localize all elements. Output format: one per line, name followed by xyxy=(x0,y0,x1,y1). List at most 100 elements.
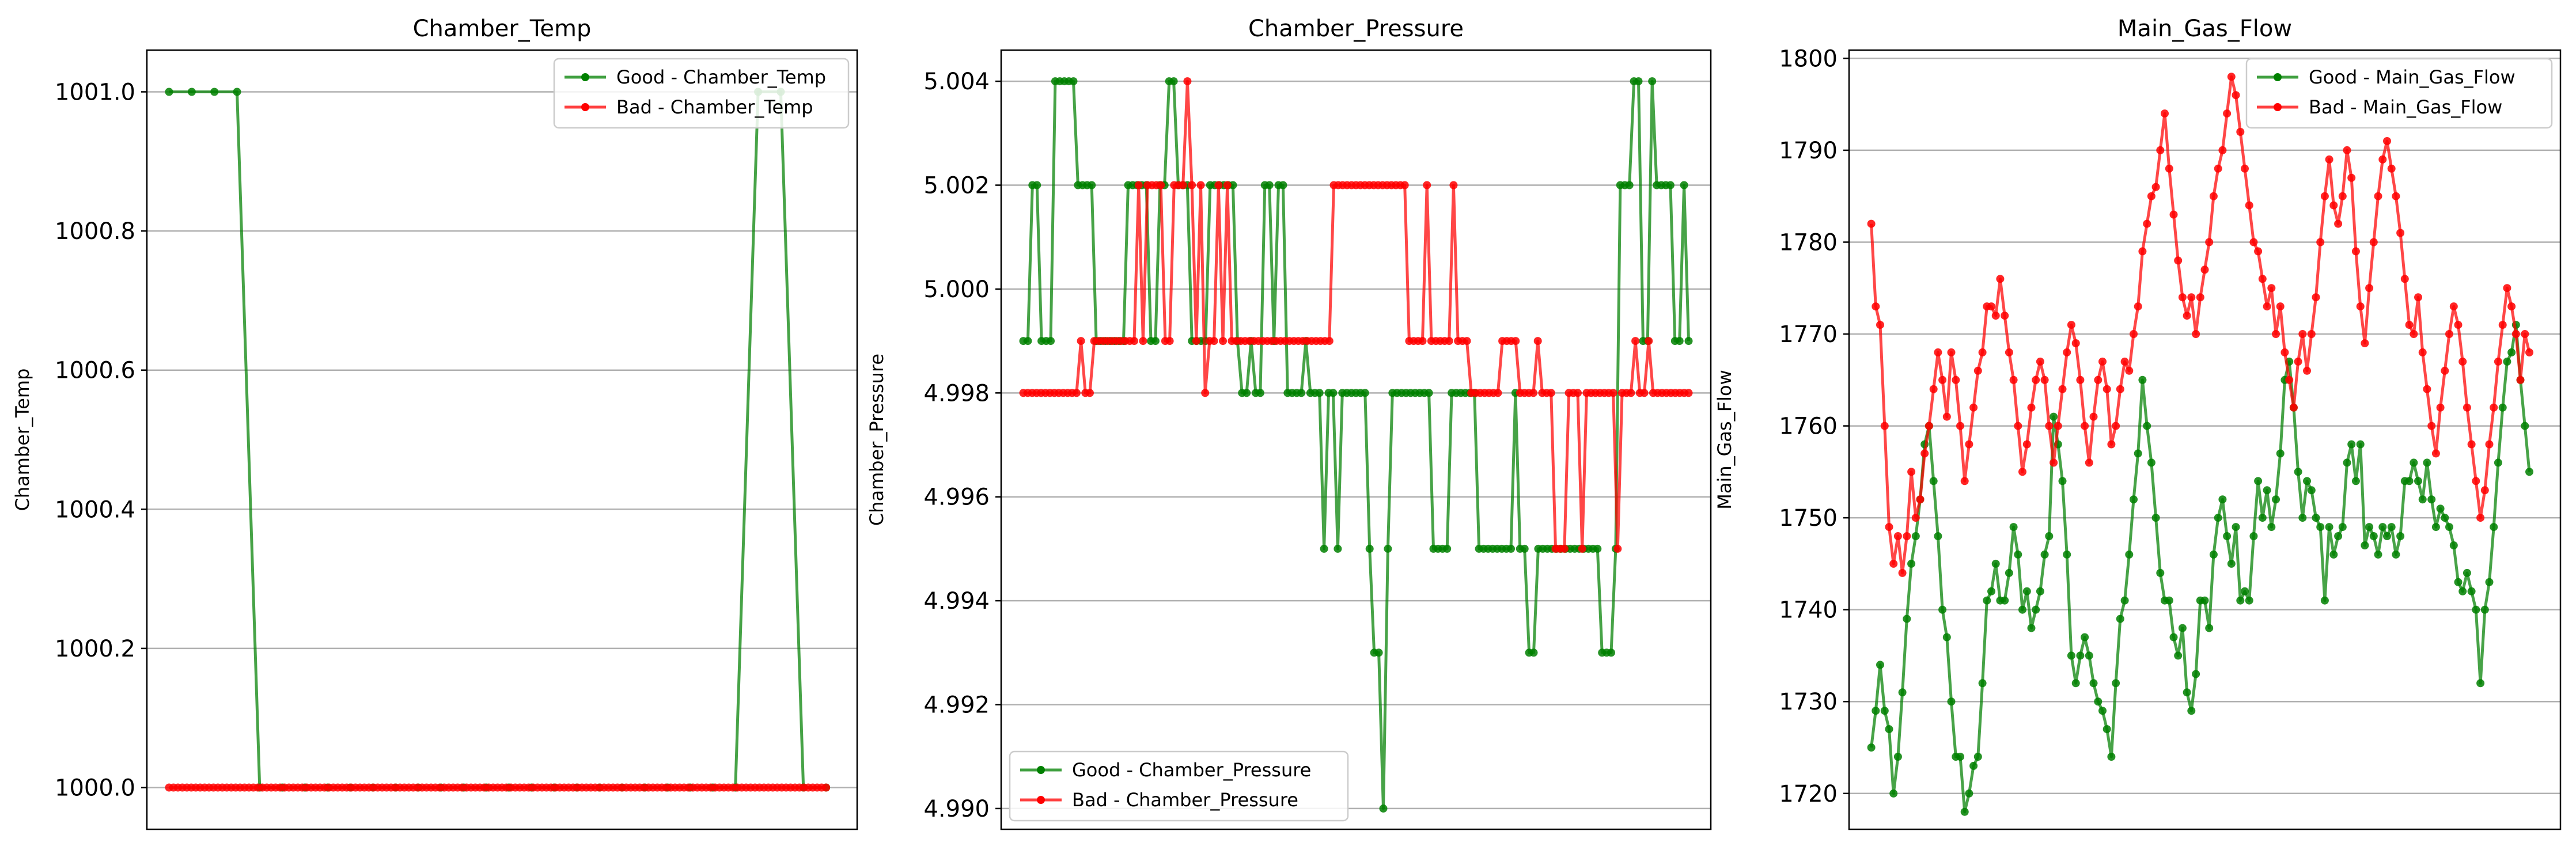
data-point xyxy=(2081,633,2089,642)
data-point xyxy=(2272,495,2280,504)
y-tick-label: 1770 xyxy=(1779,321,1838,348)
data-point xyxy=(1529,389,1537,397)
data-point xyxy=(2392,192,2400,200)
legend: Good - Chamber_Pressure Bad - Chamber_Pre… xyxy=(1009,750,1349,822)
y-tick-label: 1790 xyxy=(1779,138,1838,164)
y-axis-label: Main_Gas_Flow xyxy=(1714,370,1736,510)
data-point xyxy=(1507,544,1515,553)
data-point xyxy=(1929,385,1938,393)
data-point xyxy=(1329,389,1338,397)
data-point xyxy=(2214,514,2222,522)
data-point xyxy=(2454,578,2463,586)
data-point xyxy=(1047,337,1055,346)
y-tick-label: 1780 xyxy=(1779,229,1838,256)
data-point xyxy=(2431,523,2440,532)
data-point xyxy=(1625,181,1634,189)
data-point xyxy=(2085,458,2093,467)
data-point xyxy=(1560,544,1569,553)
data-point xyxy=(233,88,241,96)
data-point xyxy=(2356,302,2365,311)
data-point xyxy=(2009,375,2018,384)
data-point xyxy=(2241,587,2249,595)
legend-swatch-marker xyxy=(1037,796,1045,804)
data-point xyxy=(2192,670,2200,678)
series-bad-main-gas-flow xyxy=(1867,73,2533,577)
chart-title: Main_Gas_Flow xyxy=(2117,16,2292,42)
data-point xyxy=(2458,357,2467,366)
data-point xyxy=(2436,403,2445,412)
data-point xyxy=(1361,389,1369,397)
data-point xyxy=(1893,532,1902,540)
data-point xyxy=(2511,330,2520,338)
data-point xyxy=(2116,385,2124,393)
data-point xyxy=(2258,514,2267,522)
data-point xyxy=(1139,337,1147,346)
data-point xyxy=(1400,181,1409,189)
data-point xyxy=(1242,389,1251,397)
data-point xyxy=(1680,181,1688,189)
data-point xyxy=(1229,181,1237,189)
data-point xyxy=(2436,504,2445,513)
y-tick-label: 5.002 xyxy=(923,173,990,199)
data-point xyxy=(2192,330,2200,338)
data-point xyxy=(2098,357,2107,366)
data-point xyxy=(2018,605,2026,614)
y-tick-label: 1000.2 xyxy=(55,636,135,662)
data-point xyxy=(2178,293,2187,302)
data-point xyxy=(2325,523,2333,532)
series-bad-chamber-pressure xyxy=(1019,77,1693,553)
data-point xyxy=(2032,375,2040,384)
legend-swatch-marker xyxy=(581,103,589,111)
data-point xyxy=(1903,532,1911,540)
series-good-main-gas-flow xyxy=(1867,321,2533,816)
data-point xyxy=(2521,422,2529,430)
legend-label: Bad - Chamber_Temp xyxy=(616,96,813,118)
data-point xyxy=(1996,275,2005,283)
data-point xyxy=(2040,550,2049,559)
data-point xyxy=(1911,514,1920,522)
data-point xyxy=(1279,181,1287,189)
y-tick-label: 1001.0 xyxy=(55,79,135,105)
plots-layer: 1000.0 1000.2 1000.4 1000.6 1000.8 1001.0 Cham… xyxy=(12,16,2562,830)
y-tick-label: 1750 xyxy=(1779,505,1838,532)
data-point xyxy=(2187,293,2196,302)
data-point xyxy=(1991,559,2000,568)
legend-label: Good - Chamber_Pressure xyxy=(1072,759,1311,781)
y-tick-label: 1000.4 xyxy=(55,496,135,523)
data-point xyxy=(2392,550,2400,559)
data-point xyxy=(2396,532,2405,540)
data-point xyxy=(1086,389,1094,397)
data-point xyxy=(2227,559,2236,568)
legend-swatch-marker xyxy=(581,73,589,81)
data-point xyxy=(2258,275,2267,283)
data-point xyxy=(1449,181,1458,189)
data-point xyxy=(2410,330,2418,338)
data-point xyxy=(1627,389,1635,397)
data-point xyxy=(2480,605,2489,614)
data-point xyxy=(2351,247,2360,256)
data-point xyxy=(1907,559,1916,568)
data-point xyxy=(1867,743,1876,752)
legend-swatch-marker xyxy=(2274,103,2282,111)
data-point xyxy=(2050,412,2058,421)
data-point xyxy=(1885,725,1893,734)
data-point xyxy=(1210,337,1218,346)
data-point xyxy=(2516,375,2525,384)
data-point xyxy=(1666,181,1675,189)
legend-label: Bad - Chamber_Pressure xyxy=(1072,789,1298,811)
data-point xyxy=(1365,544,1374,553)
data-point xyxy=(2254,247,2263,256)
data-point xyxy=(1574,389,1582,397)
data-point xyxy=(1520,544,1529,553)
y-axis-label: Chamber_Temp xyxy=(12,369,33,511)
data-point xyxy=(2476,679,2485,688)
data-point xyxy=(2134,449,2142,458)
data-point xyxy=(2205,624,2214,632)
data-point xyxy=(2187,707,2196,715)
data-point xyxy=(2285,375,2294,384)
data-point xyxy=(1325,337,1334,346)
data-point xyxy=(2125,366,2134,375)
data-point xyxy=(2236,596,2245,605)
data-point xyxy=(2494,458,2502,467)
data-point xyxy=(1898,688,1907,697)
